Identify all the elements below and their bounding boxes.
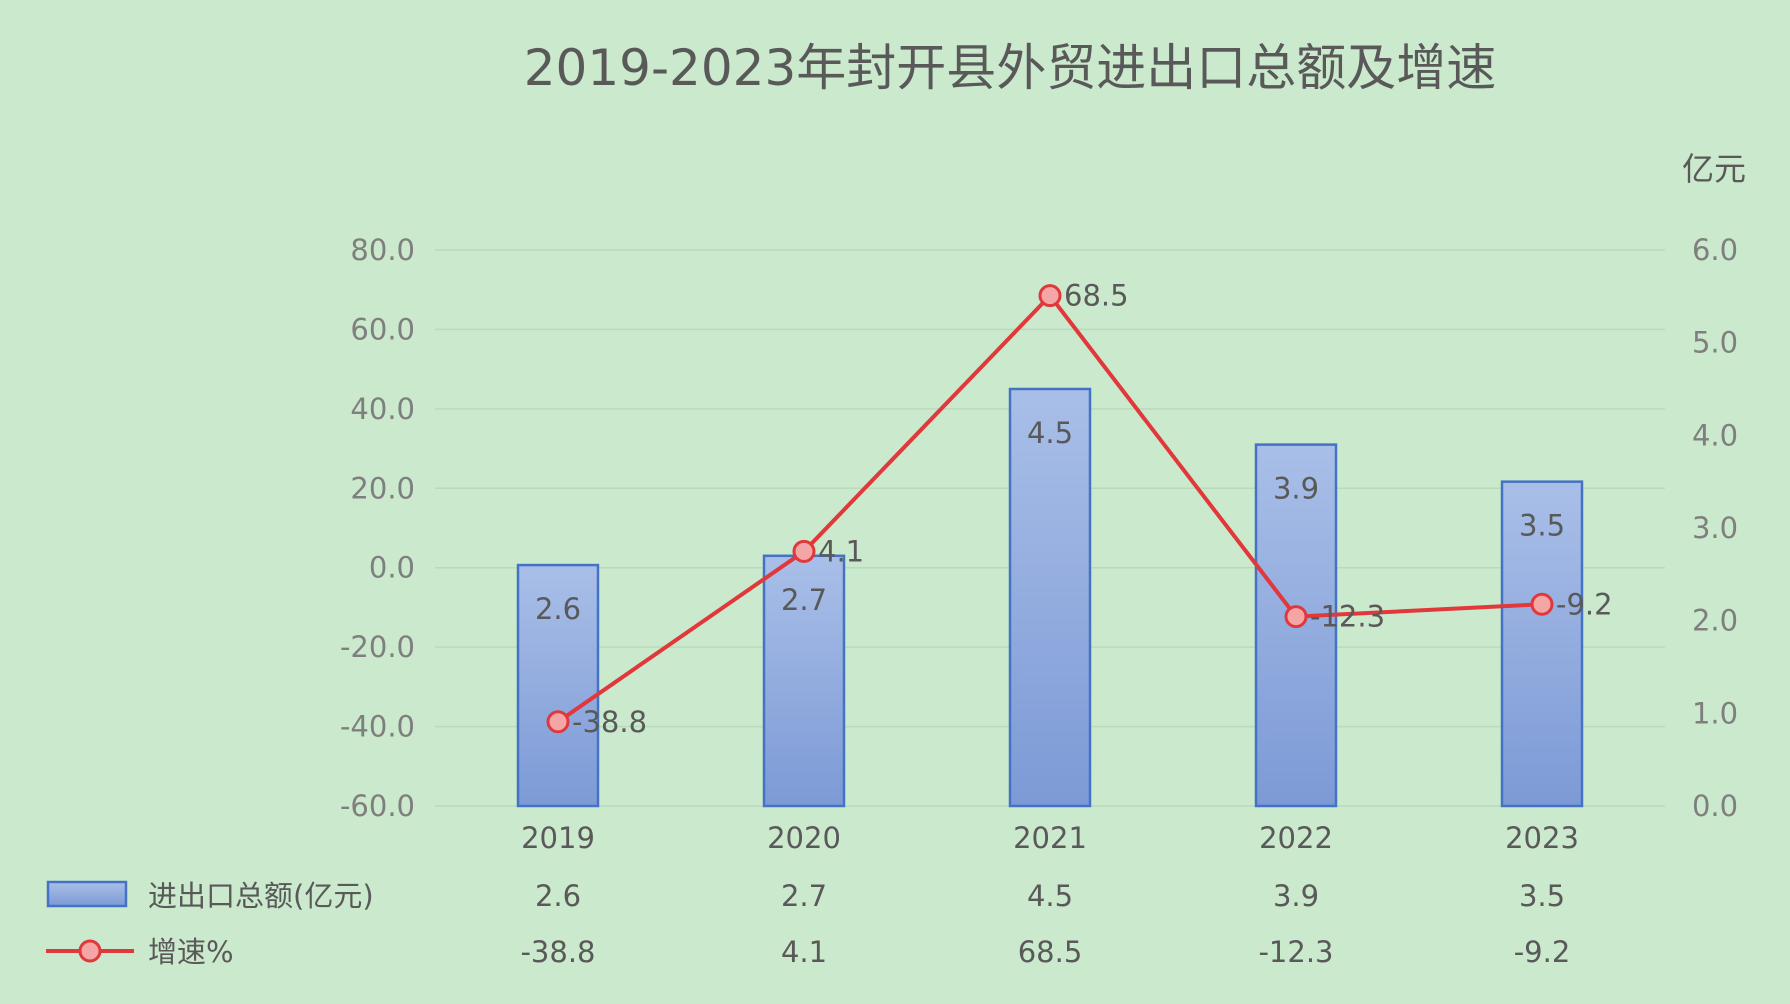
bar-series	[516, 387, 1584, 808]
right-tick-label: 0.0	[1692, 789, 1738, 823]
bar-2023	[1500, 480, 1584, 808]
bar-value-label: 3.9	[1273, 472, 1319, 506]
category-label: 2020	[767, 821, 841, 855]
right-axis-unit: 亿元	[1682, 150, 1746, 188]
right-tick-label: 1.0	[1692, 696, 1738, 730]
growth-point-2023	[1530, 592, 1554, 616]
bar-value-label: 2.7	[781, 583, 827, 617]
data-table: 进出口总额(亿元) 增速% 2.6 -38.8 2.7 4.1 4.5 68.5 3.9 -12.…	[46, 879, 1570, 969]
growth-value-label: -9.2	[1556, 587, 1613, 621]
growth-value-label: -38.8	[572, 705, 647, 739]
table-bar-value: 3.9	[1273, 879, 1319, 913]
legend-line-marker	[78, 939, 102, 963]
growth-point-2022	[1284, 605, 1308, 629]
table-growth-value: 68.5	[1018, 935, 1083, 969]
table-bar-value: 4.5	[1027, 879, 1073, 913]
table-growth-value: -38.8	[520, 935, 595, 969]
right-axis-ticks: 6.0 5.0 4.0 3.0 2.0 1.0 0.0	[1692, 233, 1738, 823]
left-tick-label: 20.0	[350, 471, 415, 505]
growth-point-2019	[546, 710, 570, 734]
right-tick-label: 2.0	[1692, 604, 1738, 638]
chart-title: 2019-2023年封开县外贸进出口总额及增速	[524, 39, 1497, 97]
bar-value-label: 4.5	[1027, 416, 1073, 450]
table-bar-value: 2.6	[535, 879, 581, 913]
legend-line-name: 增速%	[148, 935, 234, 969]
left-tick-label: 40.0	[350, 392, 415, 426]
bar-2020	[762, 554, 846, 808]
table-growth-value: -9.2	[1514, 935, 1571, 969]
table-growth-value: 4.1	[781, 935, 827, 969]
growth-value-label: -12.3	[1310, 600, 1385, 634]
table-bar-value: 2.7	[781, 879, 827, 913]
growth-point-2021	[1038, 284, 1062, 308]
category-label: 2019	[521, 821, 595, 855]
category-label: 2023	[1505, 821, 1579, 855]
category-label: 2021	[1013, 821, 1087, 855]
growth-point-2020	[792, 539, 816, 563]
bar-2019	[516, 563, 600, 808]
line-series	[546, 284, 1554, 734]
right-tick-label: 5.0	[1692, 326, 1738, 360]
right-tick-label: 3.0	[1692, 511, 1738, 545]
left-tick-label: -40.0	[340, 710, 415, 744]
right-tick-label: 6.0	[1692, 233, 1738, 267]
category-axis: 2019 2020 2021 2022 2023	[521, 821, 1579, 855]
left-tick-label: -60.0	[340, 789, 415, 823]
bar-2021	[1008, 387, 1092, 808]
category-label: 2022	[1259, 821, 1333, 855]
table-bar-value: 3.5	[1519, 879, 1565, 913]
left-tick-label: 80.0	[350, 233, 415, 267]
left-tick-label: 60.0	[350, 312, 415, 346]
bar-data-labels: 2.6 2.7 4.5 3.9 3.5	[535, 416, 1565, 626]
growth-value-label: 4.1	[818, 534, 864, 568]
bar-value-label: 2.6	[535, 592, 581, 626]
right-tick-label: 4.0	[1692, 418, 1738, 452]
left-tick-label: 0.0	[369, 551, 415, 585]
legend-bar-key	[46, 880, 128, 908]
line-data-labels: -38.8 4.1 68.5 -12.3 -9.2	[572, 279, 1613, 739]
bar-value-label: 3.5	[1519, 509, 1565, 543]
growth-value-label: 68.5	[1064, 279, 1129, 313]
legend-bar-name: 进出口总额(亿元)	[148, 879, 374, 913]
table-growth-value: -12.3	[1258, 935, 1333, 969]
left-tick-label: -20.0	[340, 630, 415, 664]
left-axis-ticks: 80.0 60.0 40.0 20.0 0.0 -20.0 -40.0 -60.0	[340, 233, 415, 823]
